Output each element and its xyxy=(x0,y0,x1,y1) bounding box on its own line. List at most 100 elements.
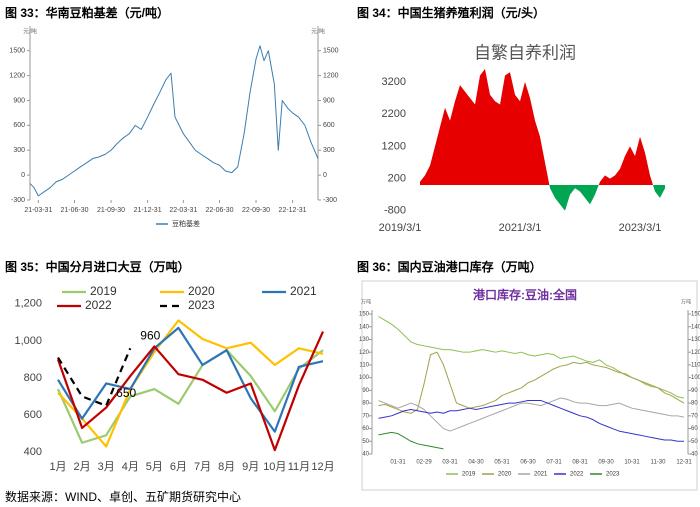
y-tick-label: 0 xyxy=(21,172,25,179)
legend-label: 2021 xyxy=(290,284,317,298)
y-tick-label: 90 xyxy=(362,388,369,394)
series-line xyxy=(29,45,319,197)
y-axis-unit: 元/吨 xyxy=(23,28,37,36)
x-tick-label: 09-30 xyxy=(598,460,614,466)
x-tick-label: 5月 xyxy=(146,461,163,473)
y-tick-label: 130 xyxy=(359,337,370,343)
x-tick-label: 06-30 xyxy=(520,460,536,466)
x-tick-label: 01-31 xyxy=(390,460,406,466)
y-tick-label: 1,000 xyxy=(14,335,42,347)
y2-tick-label: 40 xyxy=(691,452,698,458)
y2-axis-unit: 万吨 xyxy=(681,298,691,305)
x-tick-label: 11月 xyxy=(288,461,310,473)
x-tick-label: 03-31 xyxy=(442,460,458,466)
y-tick-label: 2200 xyxy=(382,108,406,120)
x-tick-label: 21-06-30 xyxy=(60,207,88,214)
y2-tick-label: 130 xyxy=(691,337,700,343)
y-tick-label: 50 xyxy=(362,439,369,445)
legend-label: 2021 xyxy=(534,472,548,478)
y2-tick-label: 50 xyxy=(691,439,698,445)
y-tick-label: -300 xyxy=(11,197,25,204)
y2-tick-label: 140 xyxy=(691,324,700,330)
y2-tick-label: 1200 xyxy=(323,72,339,79)
x-tick-label: 2023/3/1 xyxy=(619,222,662,234)
y-tick-label: 300 xyxy=(13,147,25,154)
chart-title: 图 36：国内豆油港口库存（万吨） xyxy=(357,259,542,274)
x-tick-label: 22-09-30 xyxy=(242,207,270,214)
x-tick-label: 22-06-30 xyxy=(205,207,233,214)
y-tick-label: 80 xyxy=(362,401,369,407)
series-line xyxy=(378,431,444,450)
y-tick-label: 60 xyxy=(362,426,369,432)
y-tick-label: -800 xyxy=(384,205,406,217)
y2-tick-label: 110 xyxy=(691,362,700,368)
x-tick-label: 10月 xyxy=(263,461,286,473)
source-note: 数据来源：WIND、卓创、五矿期货研究中心 xyxy=(5,489,241,504)
series-line xyxy=(378,316,685,399)
legend-label: 2022 xyxy=(85,298,112,312)
x-tick-label: 22-12-31 xyxy=(279,207,307,214)
y-tick-label: 1200 xyxy=(9,72,25,79)
y-tick-label: 400 xyxy=(24,446,42,458)
y-tick-label: 800 xyxy=(24,372,42,384)
y-tick-label: 900 xyxy=(13,97,25,104)
x-tick-label: 21-03-31 xyxy=(24,207,52,214)
x-tick-label: 21-12-31 xyxy=(134,207,162,214)
y2-tick-label: 1500 xyxy=(323,48,339,55)
y-tick-label: 1500 xyxy=(9,48,25,55)
x-tick-label: 07-31 xyxy=(546,460,562,466)
y2-tick-label: 80 xyxy=(691,401,698,407)
data-label: 960 xyxy=(140,328,160,342)
x-tick-label: 22-03-31 xyxy=(169,207,197,214)
y2-tick-label: 900 xyxy=(323,97,335,104)
y-tick-label: 40 xyxy=(362,452,369,458)
y2-tick-label: 300 xyxy=(323,147,335,154)
y-tick-label: 120 xyxy=(359,350,370,356)
y-tick-label: 100 xyxy=(359,375,370,381)
y-tick-label: 110 xyxy=(359,362,369,368)
x-tick-label: 2021/3/1 xyxy=(499,222,542,234)
y2-tick-label: 60 xyxy=(691,426,698,432)
series-line xyxy=(378,400,684,442)
y2-tick-label: -300 xyxy=(323,197,337,204)
x-tick-label: 12月 xyxy=(311,461,334,473)
series-line xyxy=(56,331,325,452)
series-line xyxy=(57,326,324,433)
x-tick-label: 2月 xyxy=(74,461,91,473)
chart-subtitle: 港口库存:豆油:全国 xyxy=(473,287,577,302)
series-line xyxy=(378,397,685,432)
x-tick-label: 7月 xyxy=(194,461,211,473)
y2-tick-label: 120 xyxy=(691,350,700,356)
chart-title: 图 33：华南豆粕基差（元/吨） xyxy=(5,5,169,20)
series-line xyxy=(56,349,324,444)
y2-tick-label: 90 xyxy=(691,388,698,394)
legend-label: 2020 xyxy=(498,472,512,478)
y-tick-label: 140 xyxy=(359,324,370,330)
x-tick-label: 08-31 xyxy=(572,460,588,466)
x-tick-label: 9月 xyxy=(242,461,259,473)
y2-axis-unit: 元/吨 xyxy=(311,28,325,36)
x-tick-label: 05-31 xyxy=(494,460,510,466)
chart-subtitle: 自繁自养利润 xyxy=(474,43,576,62)
y2-tick-label: 100 xyxy=(691,375,700,381)
x-tick-label: 4月 xyxy=(122,461,139,473)
y-tick-label: 600 xyxy=(24,409,42,421)
y-tick-label: 70 xyxy=(362,413,369,419)
x-tick-label: 12-31 xyxy=(676,460,692,466)
y-tick-label: 600 xyxy=(13,122,25,129)
panel-frame xyxy=(361,280,698,491)
data-label: 650 xyxy=(116,386,136,400)
series-line xyxy=(57,319,324,448)
x-tick-label: 2019/3/1 xyxy=(379,222,422,234)
series-line xyxy=(378,351,685,414)
legend-label: 2020 xyxy=(188,284,215,298)
x-tick-label: 6月 xyxy=(170,461,187,473)
y2-tick-label: 0 xyxy=(323,172,327,179)
y2-tick-label: 600 xyxy=(323,122,335,129)
x-tick-label: 3月 xyxy=(98,461,115,473)
x-tick-label: 04-30 xyxy=(468,460,484,466)
x-tick-label: 1月 xyxy=(49,461,66,473)
legend-label: 2023 xyxy=(188,298,215,312)
y-axis-unit: 万吨 xyxy=(361,298,371,305)
